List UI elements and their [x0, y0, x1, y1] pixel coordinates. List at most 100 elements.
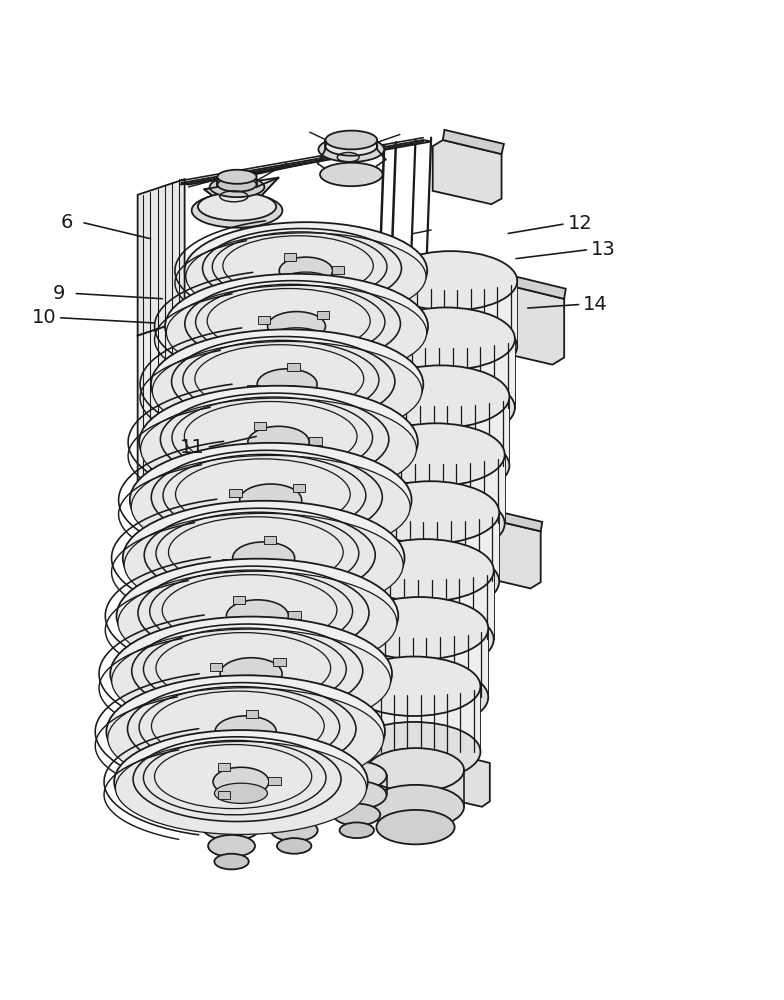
Ellipse shape: [327, 781, 387, 809]
Ellipse shape: [384, 251, 517, 311]
Polygon shape: [384, 281, 517, 346]
Ellipse shape: [222, 675, 281, 698]
Polygon shape: [284, 279, 296, 287]
Ellipse shape: [140, 386, 418, 498]
Ellipse shape: [208, 835, 255, 857]
Ellipse shape: [240, 484, 302, 516]
Ellipse shape: [166, 285, 426, 380]
Ellipse shape: [220, 658, 282, 690]
Ellipse shape: [339, 822, 374, 838]
Polygon shape: [247, 385, 260, 393]
Ellipse shape: [186, 233, 426, 320]
Ellipse shape: [269, 328, 324, 348]
Polygon shape: [289, 611, 301, 619]
Ellipse shape: [152, 341, 422, 440]
Ellipse shape: [111, 629, 390, 732]
Polygon shape: [478, 281, 564, 365]
Ellipse shape: [372, 365, 510, 428]
Ellipse shape: [264, 797, 324, 825]
Ellipse shape: [215, 783, 267, 803]
Ellipse shape: [111, 617, 392, 731]
Ellipse shape: [123, 501, 405, 615]
Ellipse shape: [356, 539, 494, 602]
Polygon shape: [180, 140, 431, 185]
Polygon shape: [252, 686, 264, 694]
Ellipse shape: [217, 170, 256, 184]
Ellipse shape: [377, 376, 515, 439]
Ellipse shape: [361, 481, 499, 544]
Ellipse shape: [248, 426, 309, 458]
Polygon shape: [474, 506, 543, 531]
Ellipse shape: [277, 838, 311, 854]
Ellipse shape: [327, 761, 387, 790]
Ellipse shape: [320, 163, 383, 186]
Ellipse shape: [361, 550, 499, 613]
Polygon shape: [268, 777, 281, 785]
Ellipse shape: [165, 274, 428, 379]
Ellipse shape: [270, 819, 318, 841]
Polygon shape: [286, 565, 299, 572]
Ellipse shape: [215, 716, 276, 747]
Polygon shape: [309, 437, 321, 445]
Polygon shape: [210, 663, 223, 671]
Ellipse shape: [201, 793, 261, 821]
Polygon shape: [347, 686, 481, 752]
Polygon shape: [367, 455, 505, 523]
Polygon shape: [138, 320, 184, 484]
Polygon shape: [433, 140, 502, 204]
Ellipse shape: [257, 369, 317, 400]
Polygon shape: [350, 628, 488, 697]
Ellipse shape: [281, 272, 332, 291]
Polygon shape: [233, 596, 245, 604]
Ellipse shape: [384, 317, 517, 376]
Polygon shape: [218, 791, 230, 799]
Text: 10: 10: [31, 308, 56, 327]
Ellipse shape: [213, 767, 269, 796]
Ellipse shape: [249, 444, 307, 466]
Polygon shape: [443, 130, 504, 154]
Polygon shape: [490, 271, 566, 299]
Polygon shape: [264, 536, 277, 544]
Polygon shape: [317, 311, 329, 319]
Ellipse shape: [350, 666, 488, 729]
Polygon shape: [254, 422, 267, 430]
Ellipse shape: [367, 748, 464, 792]
Ellipse shape: [217, 178, 256, 192]
Polygon shape: [464, 516, 541, 588]
Text: 14: 14: [583, 295, 608, 314]
Ellipse shape: [241, 502, 300, 524]
Text: 6: 6: [61, 213, 74, 232]
Ellipse shape: [124, 513, 403, 616]
Ellipse shape: [279, 257, 332, 284]
Ellipse shape: [209, 177, 264, 197]
Ellipse shape: [234, 560, 293, 582]
Polygon shape: [332, 266, 344, 274]
Ellipse shape: [367, 785, 464, 829]
Polygon shape: [233, 626, 245, 634]
Polygon shape: [287, 363, 299, 371]
Polygon shape: [230, 489, 242, 497]
Polygon shape: [223, 559, 235, 567]
Polygon shape: [274, 658, 286, 666]
Ellipse shape: [325, 137, 377, 156]
Ellipse shape: [333, 804, 380, 826]
Ellipse shape: [107, 675, 385, 788]
Polygon shape: [271, 513, 283, 520]
Ellipse shape: [117, 559, 398, 673]
Ellipse shape: [233, 542, 295, 574]
Ellipse shape: [267, 312, 325, 341]
Polygon shape: [308, 390, 321, 398]
Ellipse shape: [347, 722, 481, 781]
Ellipse shape: [377, 307, 515, 370]
Ellipse shape: [140, 398, 416, 500]
Polygon shape: [372, 397, 510, 466]
Polygon shape: [284, 253, 296, 261]
Text: 12: 12: [568, 214, 592, 233]
Ellipse shape: [318, 137, 384, 162]
Polygon shape: [138, 179, 184, 336]
Ellipse shape: [228, 617, 287, 640]
Ellipse shape: [325, 131, 377, 149]
Ellipse shape: [216, 733, 274, 755]
Polygon shape: [258, 316, 270, 324]
Polygon shape: [431, 750, 490, 807]
